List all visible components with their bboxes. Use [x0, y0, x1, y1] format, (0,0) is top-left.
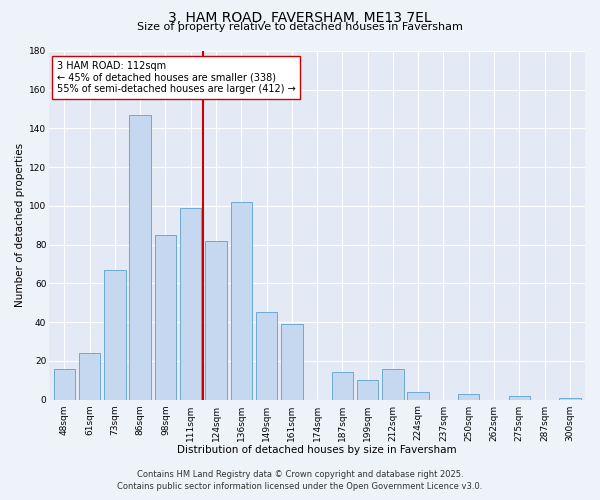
X-axis label: Distribution of detached houses by size in Faversham: Distribution of detached houses by size …	[177, 445, 457, 455]
Bar	[53, 368, 75, 400]
Y-axis label: Number of detached properties: Number of detached properties	[15, 143, 25, 308]
Text: 3, HAM ROAD, FAVERSHAM, ME13 7EL: 3, HAM ROAD, FAVERSHAM, ME13 7EL	[168, 11, 432, 25]
Bar	[559, 398, 581, 400]
Bar	[155, 235, 176, 400]
Bar	[79, 353, 100, 400]
Bar	[281, 324, 302, 400]
Text: Size of property relative to detached houses in Faversham: Size of property relative to detached ho…	[137, 22, 463, 32]
Text: 3 HAM ROAD: 112sqm
← 45% of detached houses are smaller (338)
55% of semi-detach: 3 HAM ROAD: 112sqm ← 45% of detached hou…	[57, 60, 296, 94]
Bar	[130, 115, 151, 400]
Text: Contains HM Land Registry data © Crown copyright and database right 2025.
Contai: Contains HM Land Registry data © Crown c…	[118, 470, 482, 491]
Bar	[256, 312, 277, 400]
Bar	[407, 392, 429, 400]
Bar	[458, 394, 479, 400]
Bar	[509, 396, 530, 400]
Bar	[230, 202, 252, 400]
Bar	[104, 270, 125, 400]
Bar	[180, 208, 202, 400]
Bar	[357, 380, 379, 400]
Bar	[332, 372, 353, 400]
Bar	[205, 241, 227, 400]
Bar	[382, 368, 404, 400]
